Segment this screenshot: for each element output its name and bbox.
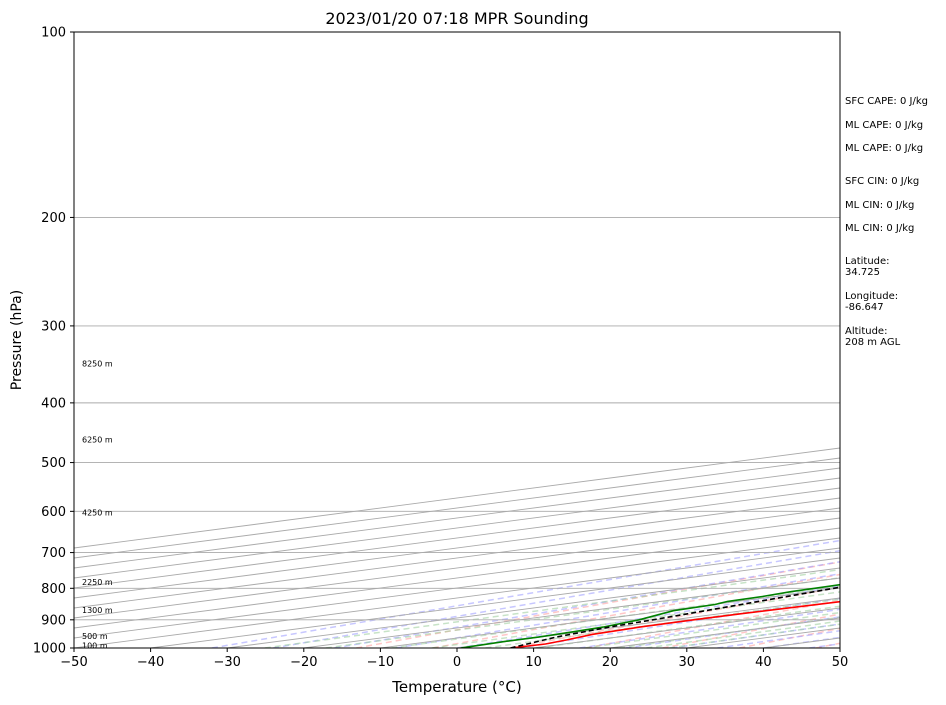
altitude-value: 208 m AGL [845,337,901,348]
height-label: 500 m [82,632,108,641]
isotherm [227,567,840,648]
moist-adiabat [456,585,840,648]
x-tick-label: −40 [137,655,164,670]
sounding-info: SFC CAPE: 0 J/kg ML CAPE: 0 J/kg ML CAPE… [845,96,928,348]
ml-cin-text-2: ML CIN: 0 J/kg [845,223,914,234]
isotherm [74,487,840,589]
mixing-ratio-line [431,591,840,648]
latitude-label: Latitude: [845,256,890,267]
latitude-value: 34.725 [845,267,880,278]
x-axis-ticks: −50 −40 −30 −20 −10 0 10 20 30 40 50 [60,648,848,670]
mixing-ratio-line [485,598,840,648]
isotherm [74,547,840,648]
chart-title: 2023/01/20 07:18 MPR Sounding [325,9,588,28]
height-label: 2250 m [82,578,113,587]
sfc-cin-text: SFC CIN: 0 J/kg [845,176,919,187]
sfc-cape-text: SFC CAPE: 0 J/kg [845,96,928,107]
x-tick-label: −10 [367,655,394,670]
isotherm [74,537,840,639]
x-tick-label: 50 [832,655,849,670]
height-label: 1300 m [82,606,113,615]
temperature-line [510,600,840,648]
isotherm [74,517,840,619]
mixing-ratio-line [669,623,840,648]
series [460,583,840,648]
x-tick-label: 0 [453,655,461,670]
height-label: 6250 m [82,436,113,445]
moist-adiabat [518,597,840,648]
height-label: 8250 m [82,359,113,368]
ml-cape-text-2: ML CAPE: 0 J/kg [845,143,923,154]
isotherm [74,527,840,629]
y-tick-label: 800 [41,582,66,597]
mixing-ratio-line [584,611,840,648]
parcel-line [510,586,840,648]
x-tick-label: −50 [60,655,87,670]
mixing-ratio-line [391,585,840,648]
y-tick-label: 700 [41,546,66,561]
y-tick-label: 500 [41,456,66,471]
altitude-label: Altitude: [845,326,887,337]
isotherm [74,497,840,599]
x-tick-label: 30 [679,655,696,670]
y-tick-label: 300 [41,319,66,334]
y-axis-ticks: 100 200 300 400 500 600 700 800 900 1000 [33,26,74,657]
y-tick-label: 900 [41,613,66,628]
plot-frame [73,31,841,649]
x-axis-label: Temperature (°C) [391,678,521,696]
isotherm [74,467,840,569]
isotherm [150,557,840,648]
longitude-label: Longitude: [845,291,898,302]
dry-adiabat [432,573,840,648]
y-tick-label: 200 [41,211,66,226]
y-tick-label: 600 [41,505,66,520]
x-tick-label: 40 [755,655,772,670]
x-tick-label: −20 [290,655,317,670]
isotherm [74,457,840,559]
isotherm [74,447,840,549]
isotherm [74,477,840,579]
height-label: 4250 m [82,509,113,518]
mixing-ratio-line [646,620,840,648]
ml-cape-text: ML CAPE: 0 J/kg [845,120,923,131]
y-axis-label: Pressure (hPa) [9,290,25,390]
dewpoint-line [460,583,840,648]
x-tick-label: −30 [213,655,240,670]
x-tick-label: 20 [602,655,619,670]
y-tick-label: 400 [41,396,66,411]
x-tick-label: 10 [525,655,542,670]
moist-adiabat [395,572,840,648]
ml-cin-text: ML CIN: 0 J/kg [845,200,914,211]
isotherm [74,507,840,609]
y-tick-label: 100 [41,26,66,41]
height-label: 100 m [82,641,108,650]
mixing-ratio-line [537,605,840,648]
grid [74,32,840,648]
longitude-value: -86.647 [845,302,884,313]
y-tick-label: 1000 [33,642,66,657]
